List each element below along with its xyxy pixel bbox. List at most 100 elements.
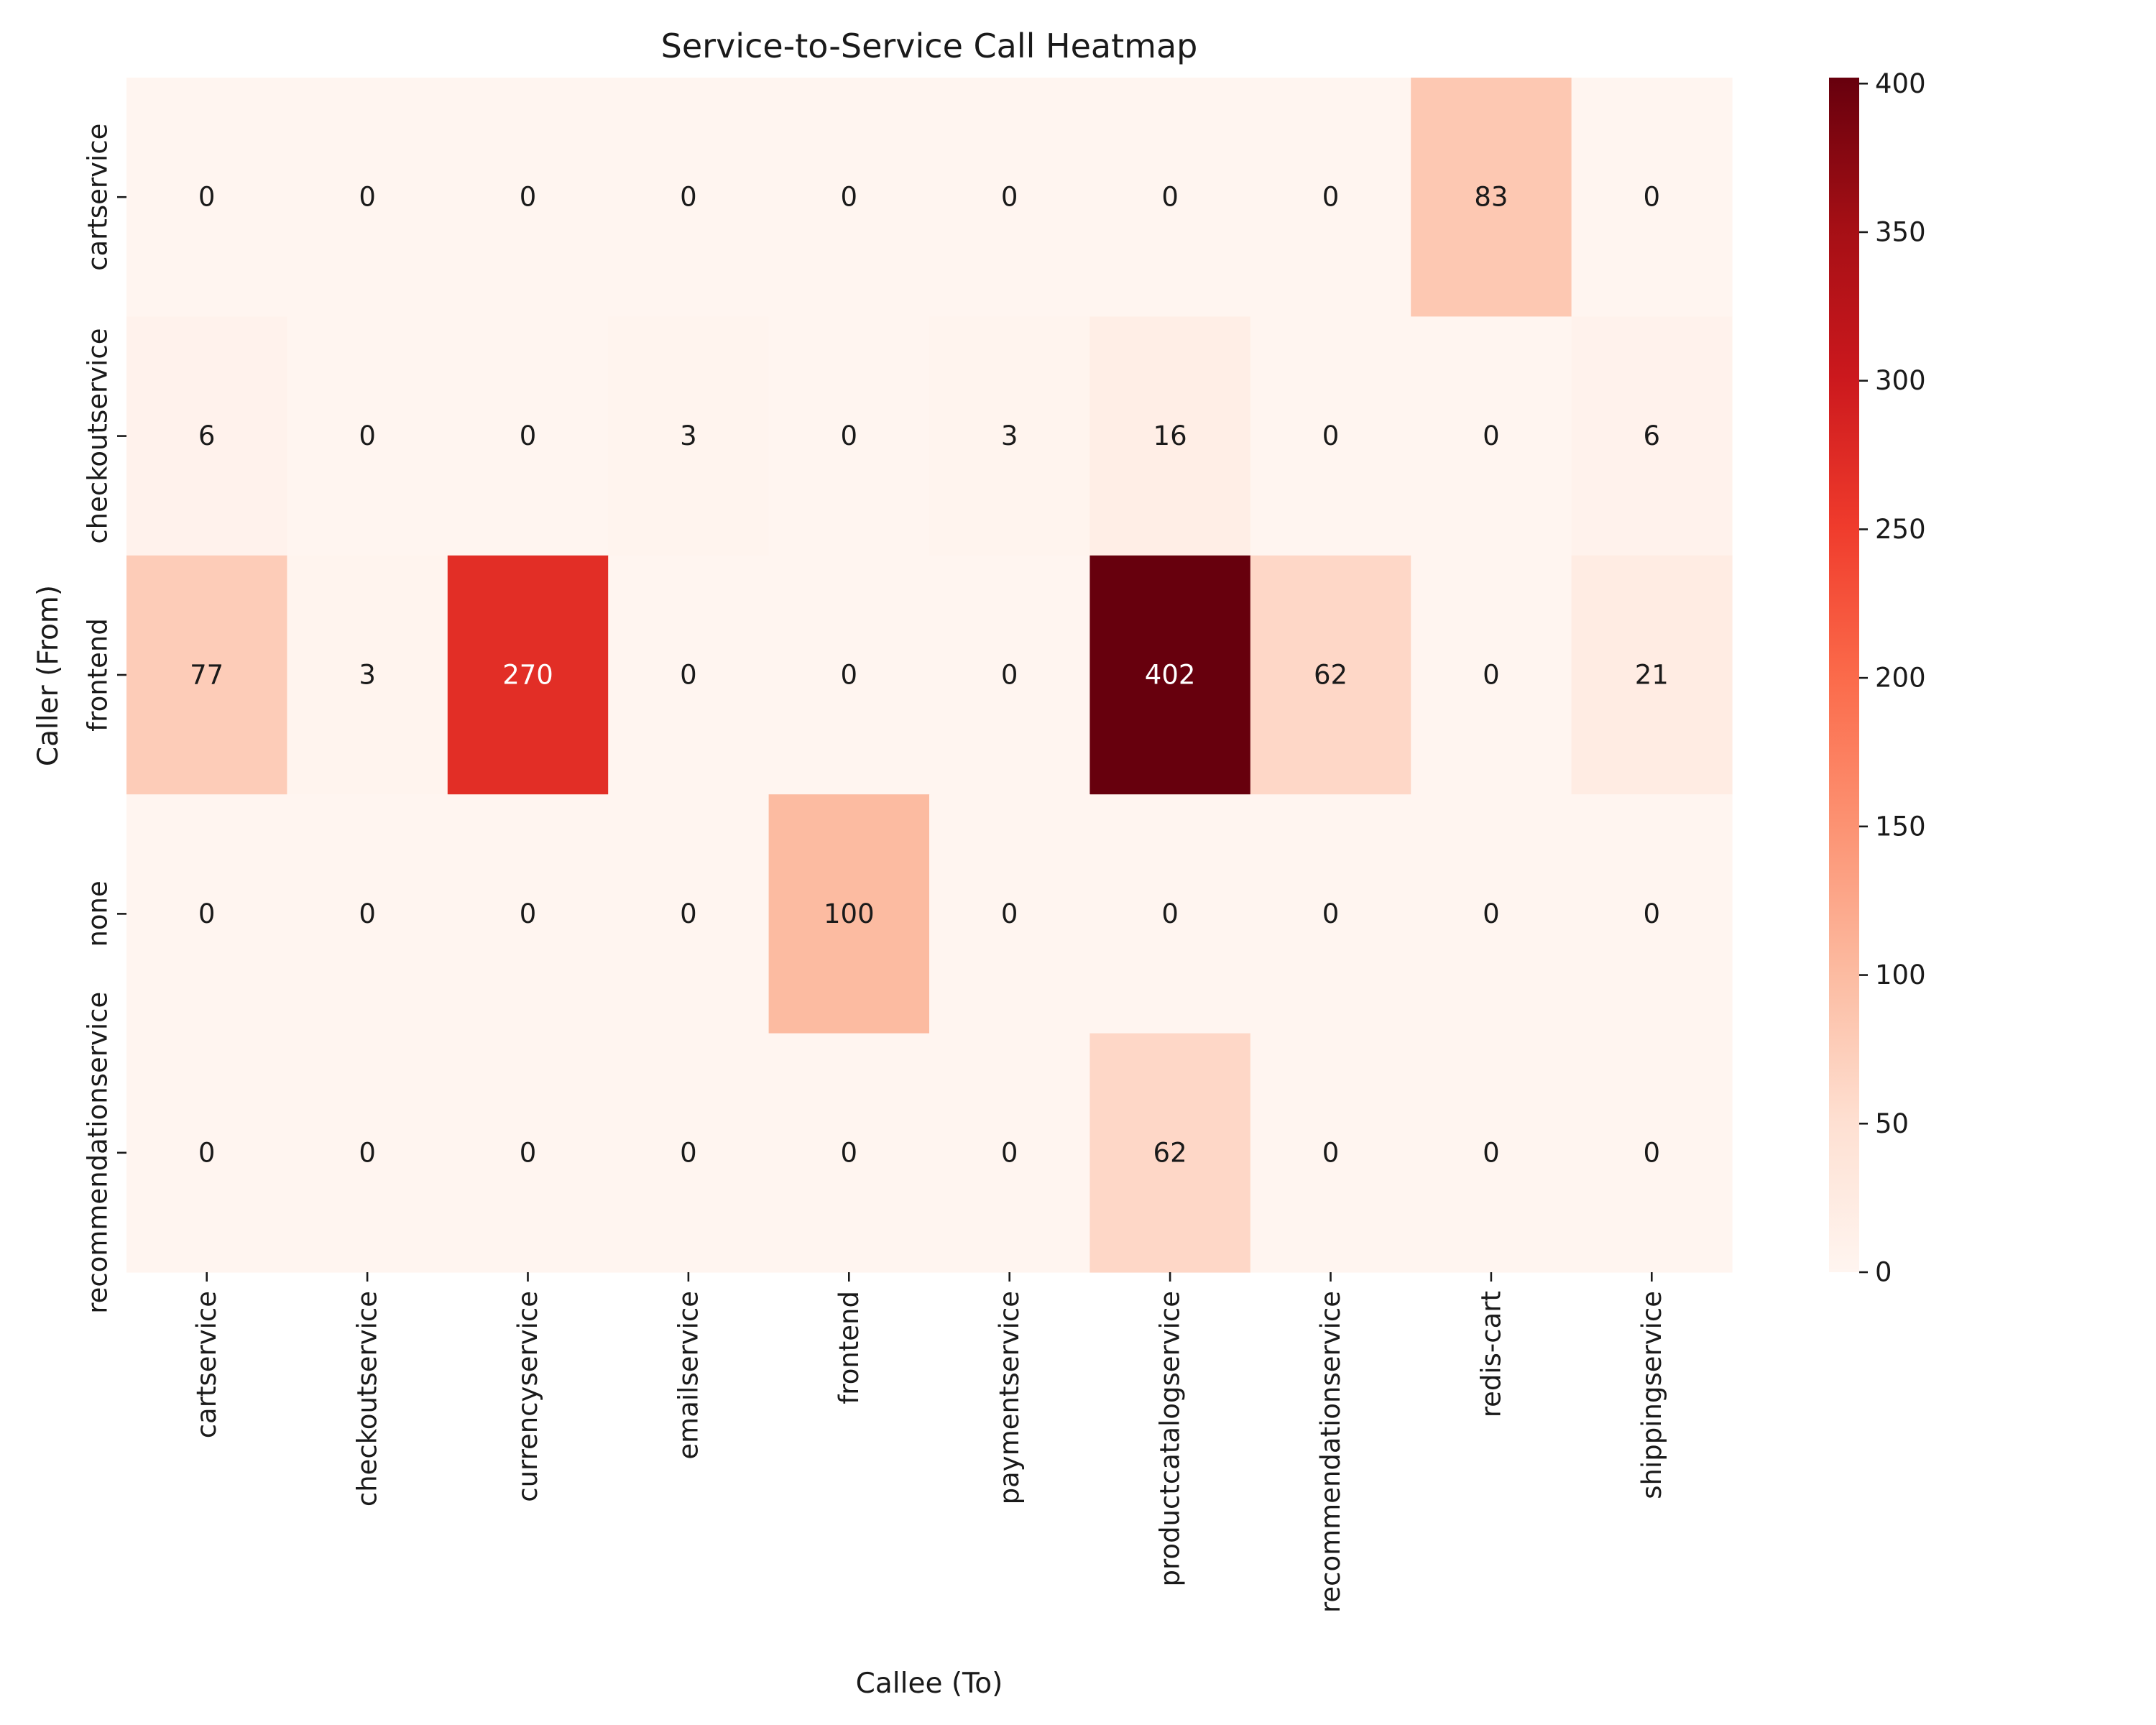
y-tick-label: recommendationservice (83, 992, 114, 1314)
heatmap-cell (1250, 1033, 1411, 1273)
cell-value-label: 0 (1001, 182, 1018, 213)
cell-value-label: 0 (841, 420, 858, 451)
x-tick-label: recommendationservice (1315, 1291, 1346, 1613)
cell-value-label: 0 (680, 660, 697, 691)
heatmap-cell (126, 1033, 287, 1273)
heatmap-cell (287, 78, 448, 317)
heatmap-cells: 0 0 0 0 0 0 0 0 83 0 6 0 0 3 0 3 16 0 0 6 77 3 270 0 0 0 402 62 0 21 0… (126, 78, 1733, 1273)
cell-value-label: 0 (1001, 660, 1018, 691)
cell-value-label: 0 (359, 898, 376, 929)
y-tick-label: frontend (83, 618, 114, 732)
heatmap-cell (447, 316, 609, 556)
cell-value-label: 0 (841, 182, 858, 213)
cell-value-label: 0 (1322, 898, 1340, 929)
x-tick-label: frontend (834, 1291, 865, 1404)
colorbar-tick-label: 100 (1875, 960, 1926, 990)
heatmap-cell (287, 1033, 448, 1273)
cell-value-label: 0 (680, 1137, 697, 1168)
heatmap-cell (1089, 1033, 1251, 1273)
heatmap-cell (929, 78, 1090, 317)
heatmap-cell (126, 794, 287, 1034)
cell-value-label: 3 (1001, 420, 1018, 451)
colorbar-tick-label: 50 (1875, 1108, 1909, 1139)
x-tick-label: emailservice (673, 1291, 704, 1460)
x-tick-label: currencyservice (512, 1291, 543, 1502)
cell-value-label: 0 (198, 898, 216, 929)
cell-value-label: 77 (190, 660, 224, 691)
heatmap-cell (768, 794, 930, 1034)
cell-value-label: 0 (1644, 1137, 1661, 1168)
cell-value-label: 100 (824, 898, 875, 929)
cell-value-label: 0 (1483, 420, 1500, 451)
cell-value-label: 0 (1483, 1137, 1500, 1168)
cell-value-label: 0 (359, 420, 376, 451)
heatmap-cell (768, 78, 930, 317)
heatmap-cell (929, 794, 1090, 1034)
cell-value-label: 0 (1644, 182, 1661, 213)
x-tick-label: cartservice (191, 1291, 222, 1438)
colorbar-tick-label: 300 (1875, 365, 1926, 396)
cell-value-label: 270 (502, 660, 553, 691)
heatmap-cell (447, 78, 609, 317)
heatmap-cell (929, 555, 1090, 795)
cell-value-label: 0 (520, 182, 537, 213)
cell-value-label: 0 (198, 1137, 216, 1168)
cell-value-label: 62 (1314, 660, 1348, 691)
heatmap-cell (608, 78, 770, 317)
heatmap-cell (1089, 555, 1251, 795)
cell-value-label: 0 (1001, 898, 1018, 929)
cell-value-label: 0 (198, 182, 216, 213)
heatmap-cell (768, 316, 930, 556)
heatmap-cell (1411, 316, 1572, 556)
heatmap-cell (1411, 555, 1572, 795)
y-tick-label: none (83, 880, 114, 947)
heatmap-cell (447, 794, 609, 1034)
cell-value-label: 0 (1161, 182, 1179, 213)
heatmap-cell (1089, 316, 1251, 556)
cell-value-label: 6 (198, 420, 216, 451)
colorbar-gradient (1829, 78, 1859, 1272)
heatmap-cell (608, 555, 770, 795)
heatmap-cell (287, 794, 448, 1034)
cell-value-label: 0 (1483, 660, 1500, 691)
x-tick-label: checkoutservice (352, 1291, 383, 1506)
heatmap-cell (1250, 78, 1411, 317)
y-axis-ticks: cartservice checkoutservice frontend none re… (83, 124, 126, 1314)
cell-value-label: 0 (359, 1137, 376, 1168)
heatmap-cell (1571, 316, 1733, 556)
y-tick-label: cartservice (83, 124, 114, 271)
cell-value-label: 83 (1474, 182, 1508, 213)
heatmap-cell (1411, 78, 1572, 317)
heatmap-cell (1250, 555, 1411, 795)
cell-value-label: 0 (1483, 898, 1500, 929)
heatmap-cell (608, 316, 770, 556)
cell-value-label: 3 (680, 420, 697, 451)
heatmap-cell (447, 555, 609, 795)
heatmap-cell (929, 316, 1090, 556)
cell-value-label: 0 (520, 898, 537, 929)
heatmap-cell (608, 794, 770, 1034)
cell-value-label: 0 (1322, 1137, 1340, 1168)
heatmap-cell (287, 316, 448, 556)
y-tick-label: checkoutservice (83, 328, 114, 544)
cell-value-label: 0 (520, 420, 537, 451)
cell-value-label: 6 (1644, 420, 1661, 451)
heatmap-cell (287, 555, 448, 795)
heatmap-cell (1411, 1033, 1572, 1273)
heatmap-cell (1571, 794, 1733, 1034)
cell-value-label: 402 (1145, 660, 1196, 691)
cell-value-label: 0 (841, 1137, 858, 1168)
heatmap-cell (929, 1033, 1090, 1273)
cell-value-label: 62 (1153, 1137, 1187, 1168)
heatmap-cell (768, 1033, 930, 1273)
heatmap-cell (1250, 316, 1411, 556)
cell-value-label: 0 (1161, 898, 1179, 929)
heatmap-cell (1571, 555, 1733, 795)
y-axis-label: Caller (From) (32, 585, 65, 766)
heatmap-cell (1571, 78, 1733, 317)
heatmap-cell (1411, 794, 1572, 1034)
colorbar: 0 50 100 150 200 250 300 350 400 (1829, 68, 1926, 1288)
heatmap-cell (1089, 794, 1251, 1034)
x-tick-label: paymentservice (994, 1291, 1025, 1504)
